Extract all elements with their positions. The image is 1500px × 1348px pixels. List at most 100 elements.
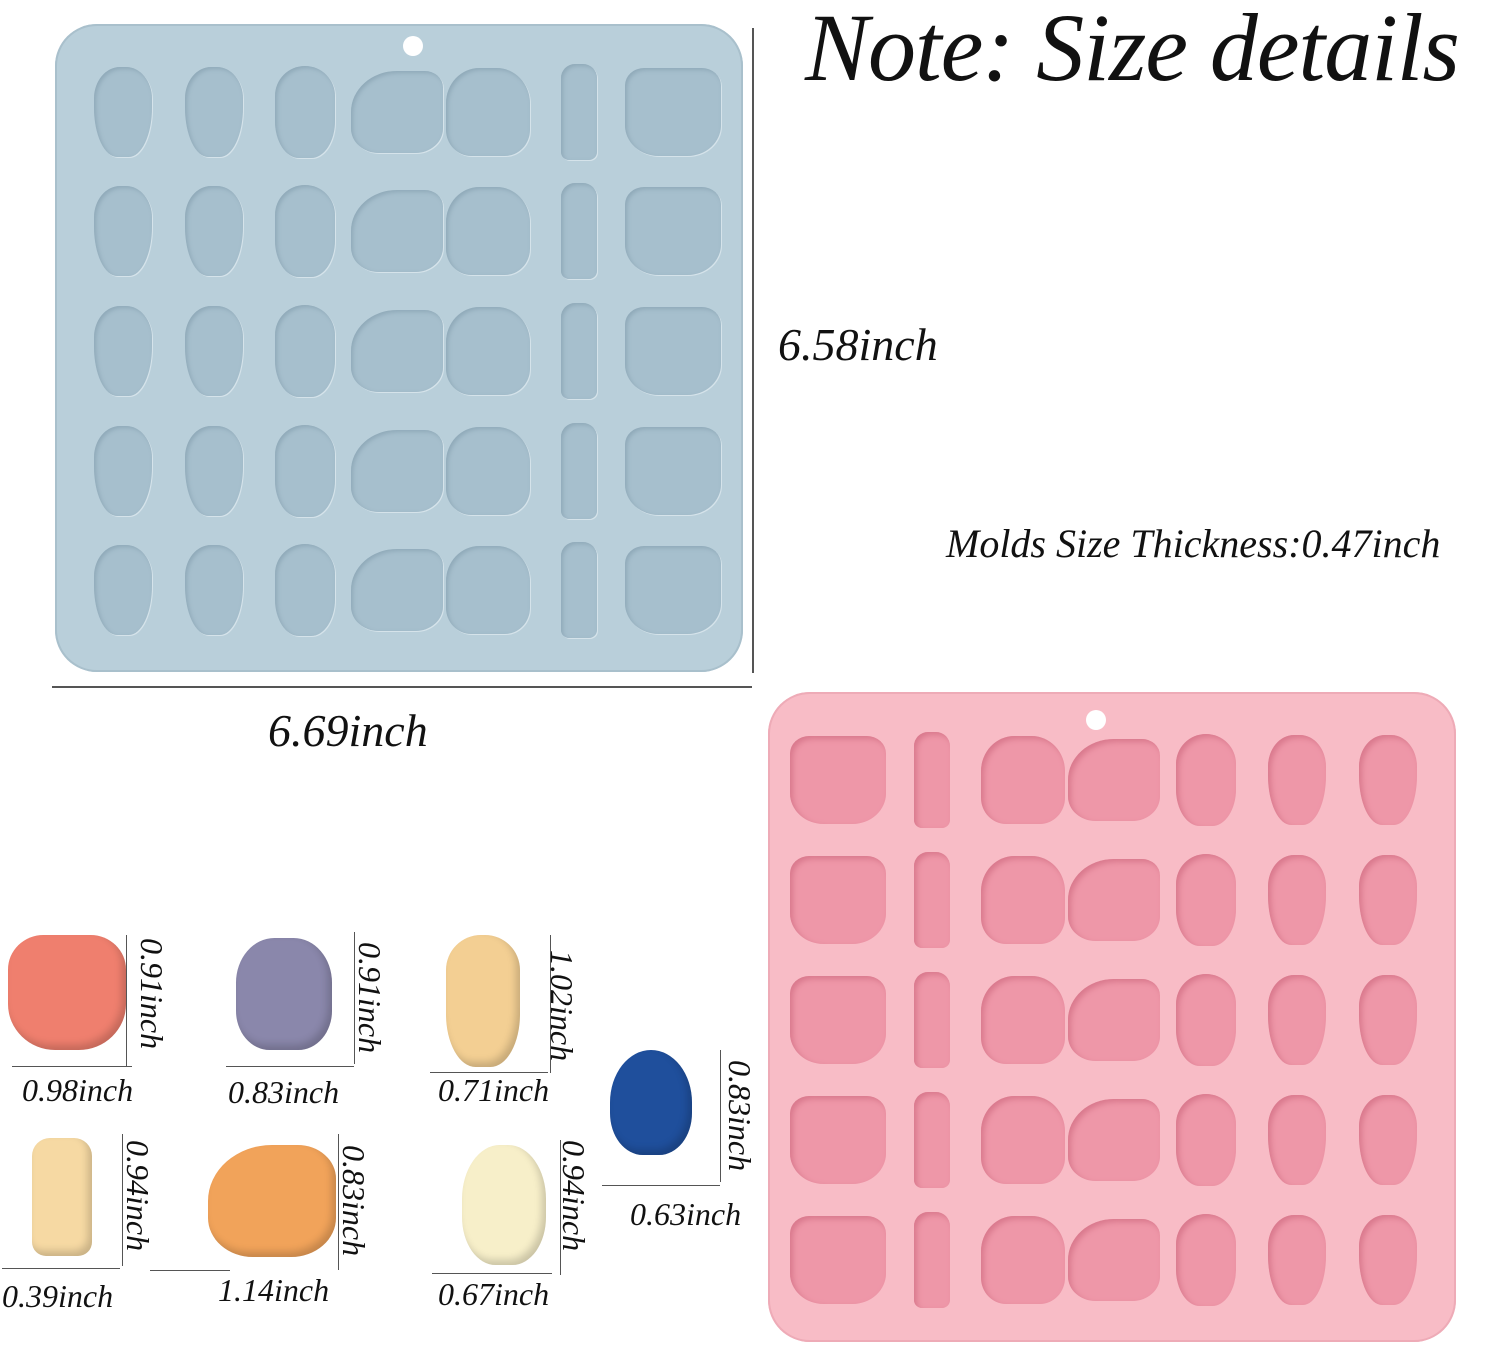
mold-cavity <box>77 172 168 292</box>
onesie-icon <box>790 736 886 824</box>
mold-cavity <box>1343 1080 1434 1200</box>
mold-cavity <box>168 52 259 172</box>
bottle-icon <box>561 183 598 280</box>
stroller-icon <box>350 70 443 153</box>
mold-cavity <box>350 172 443 292</box>
mold-cavity <box>1252 1200 1343 1320</box>
dimension-line <box>550 935 551 1073</box>
mold-cavity <box>624 52 721 172</box>
foot-blue-width-label: 0.63inch <box>630 1196 742 1232</box>
dimension-line <box>226 1066 354 1067</box>
mold-cavity <box>77 52 168 172</box>
bottle-icon <box>913 852 950 948</box>
thickness-label: Molds Size Thickness:0.47inch <box>946 521 1441 566</box>
mold-cavity <box>259 411 350 531</box>
bear-piece <box>236 938 332 1050</box>
onesie-icon <box>624 187 721 276</box>
mold-cavity <box>977 1080 1068 1200</box>
bottle-height-label: 0.94inch <box>120 1140 156 1252</box>
bear-icon <box>446 306 531 395</box>
stroller-height-label: 0.83inch <box>336 1145 372 1257</box>
pink-mold-tray <box>768 692 1456 1342</box>
dimension-line <box>560 1140 561 1275</box>
bear-icon <box>446 187 531 276</box>
mold-cavity <box>624 172 721 292</box>
mold-cavity <box>886 720 977 840</box>
pacifier-piece <box>446 935 520 1067</box>
onesie-width-label: 0.98inch <box>22 1072 134 1108</box>
dimension-line <box>2 1268 120 1269</box>
pacifier-icon <box>274 544 335 637</box>
onesie-icon <box>790 1216 886 1304</box>
feet-icon <box>1359 735 1418 825</box>
mold-cavity <box>1252 720 1343 840</box>
bottle-icon <box>913 1212 950 1308</box>
pacifier-width-label: 0.71inch <box>438 1072 550 1108</box>
mold-cavity <box>1343 840 1434 960</box>
mold-cavity <box>168 530 259 650</box>
mold-cavity <box>534 52 625 172</box>
mold-cavity <box>1252 1080 1343 1200</box>
mold-cavity <box>350 411 443 531</box>
pacifier-icon <box>274 65 335 158</box>
mold-cavity <box>1160 840 1251 960</box>
mold-cavity <box>1343 960 1434 1080</box>
mold-cavity <box>886 1080 977 1200</box>
mold-cavity <box>350 291 443 411</box>
mold-cavity <box>259 291 350 411</box>
pacifier-height-label: 1.02inch <box>544 950 580 1062</box>
blue-mold-tray <box>55 24 743 672</box>
mold-cavity <box>624 291 721 411</box>
dimension-line <box>354 932 355 1064</box>
dimension-line <box>602 1185 720 1186</box>
stroller-icon <box>350 190 443 273</box>
dimension-line <box>338 1134 339 1270</box>
bear-width-label: 0.83inch <box>228 1074 340 1110</box>
feet-icon <box>1268 975 1327 1065</box>
mold-cavity <box>350 52 443 172</box>
stroller-icon <box>350 429 443 512</box>
mold-cavity <box>977 720 1068 840</box>
bear-icon <box>980 976 1065 1064</box>
feet-icon <box>184 186 243 277</box>
mold-cavity <box>259 172 350 292</box>
mold-cavity <box>350 530 443 650</box>
height-dimension-line <box>752 28 754 673</box>
feet-icon <box>93 305 152 396</box>
bottle-width-label: 0.39inch <box>2 1278 114 1314</box>
mold-cavity <box>443 172 534 292</box>
bottle-icon <box>913 972 950 1068</box>
mold-cavity <box>886 840 977 960</box>
bear-icon <box>446 426 531 515</box>
bear-icon <box>446 67 531 156</box>
width-dimension-line <box>52 686 752 688</box>
mold-cavity <box>1068 720 1161 840</box>
onesie-icon <box>624 306 721 395</box>
stroller-icon <box>1068 979 1161 1061</box>
pacifier-icon <box>274 424 335 517</box>
mold-cavity <box>534 291 625 411</box>
hanging-hole <box>403 36 423 56</box>
mold-cavity <box>790 720 886 840</box>
onesie-height-label: 0.91inch <box>134 938 170 1050</box>
stroller-icon <box>350 309 443 392</box>
feet-icon <box>93 425 152 516</box>
mold-cavity <box>534 530 625 650</box>
pacifier-icon <box>1175 1214 1236 1306</box>
pacifier-icon <box>274 304 335 397</box>
mold-cavity <box>77 530 168 650</box>
pacifier-icon <box>1175 854 1236 946</box>
mold-cavity <box>977 960 1068 1080</box>
bear-icon <box>446 546 531 635</box>
mold-cavity <box>259 530 350 650</box>
mold-cavity <box>77 411 168 531</box>
foot-cream-piece <box>462 1145 546 1265</box>
mold-cavity <box>443 52 534 172</box>
foot-blue-height-label: 0.83inch <box>722 1060 758 1172</box>
mold-cavity <box>977 1200 1068 1320</box>
mold-cavity <box>1160 720 1251 840</box>
mold-cavity <box>168 291 259 411</box>
mold-cavity <box>77 291 168 411</box>
pacifier-icon <box>1175 734 1236 826</box>
feet-icon <box>1359 1215 1418 1305</box>
